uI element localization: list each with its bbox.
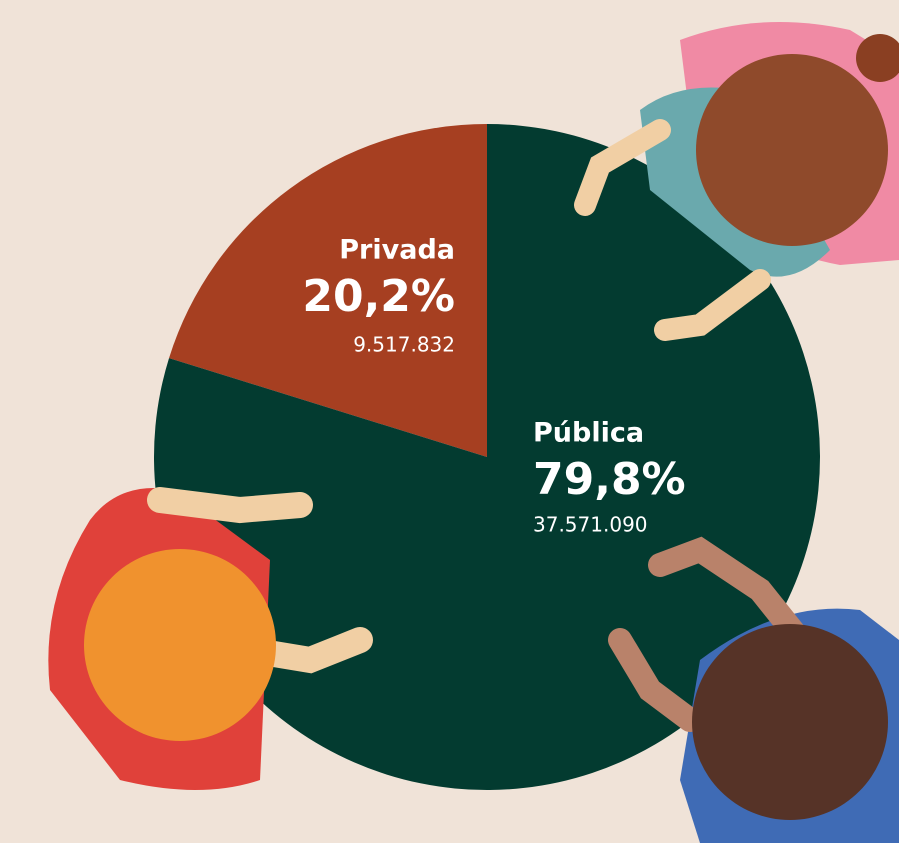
count-label: 9.517.832 xyxy=(353,333,455,357)
category-label: Pública xyxy=(533,418,644,449)
percent-label: 20,2% xyxy=(302,271,455,322)
page: Privada 20,2% 9.517.832 Pública 79,8% 37… xyxy=(0,0,899,843)
chart: Privada 20,2% 9.517.832 Pública 79,8% 37… xyxy=(0,0,899,843)
percent-label: 79,8% xyxy=(533,454,686,505)
count-label: 37.571.090 xyxy=(533,513,648,537)
category-label: Privada xyxy=(339,235,455,266)
